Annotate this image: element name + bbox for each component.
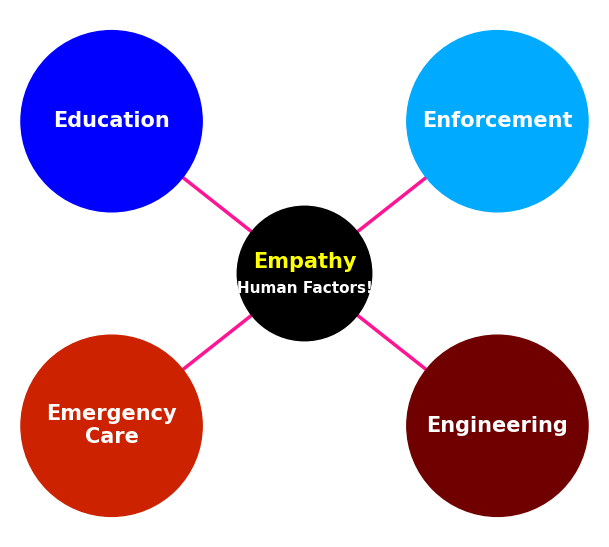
Text: Education: Education: [53, 111, 170, 131]
Ellipse shape: [407, 31, 588, 212]
Ellipse shape: [21, 31, 202, 212]
Text: Engineering: Engineering: [426, 416, 568, 436]
Text: Enforcement: Enforcement: [422, 111, 572, 131]
Ellipse shape: [238, 206, 371, 341]
Text: (Human Factors!): (Human Factors!): [230, 281, 379, 296]
Ellipse shape: [21, 335, 202, 516]
Ellipse shape: [407, 335, 588, 516]
Text: Emergency
Care: Emergency Care: [46, 404, 177, 447]
Text: Empathy: Empathy: [253, 252, 356, 272]
